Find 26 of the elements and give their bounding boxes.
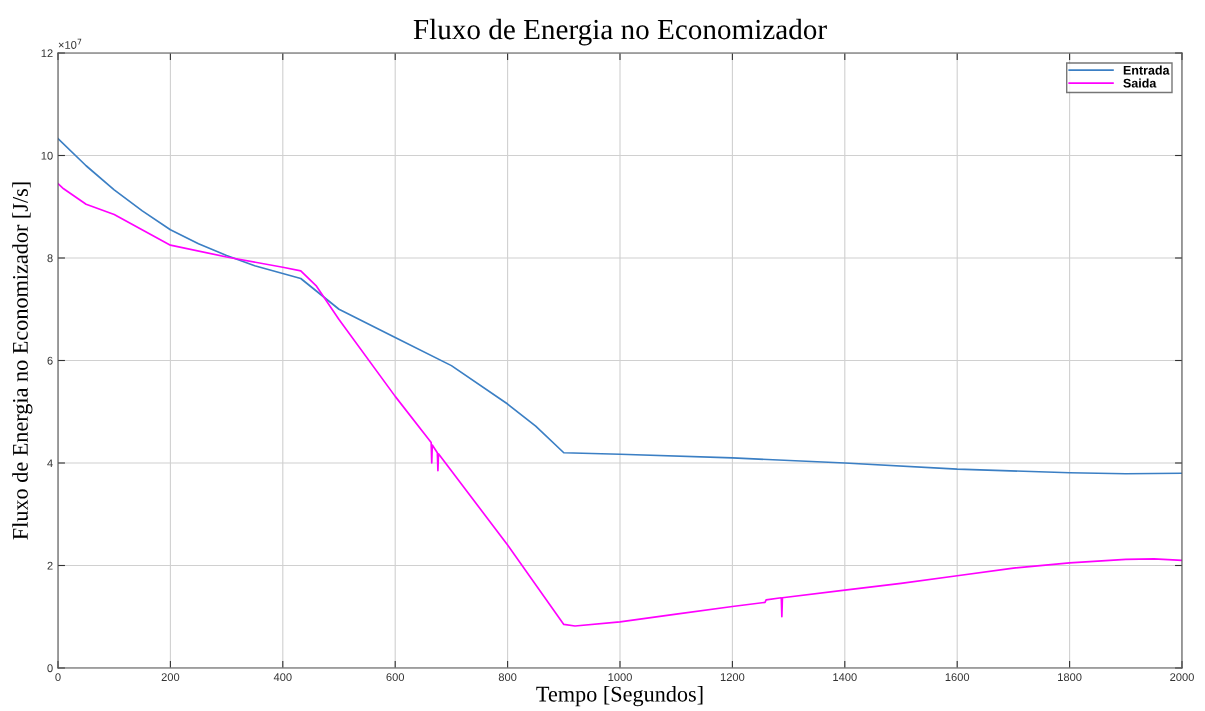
y-tick-label: 12 <box>41 49 53 58</box>
legend-label: Saida <box>1123 78 1157 88</box>
y-tick-label: 4 <box>47 459 53 468</box>
x-tick-label: 1400 <box>833 673 857 682</box>
y-tick-label: 0 <box>47 664 53 673</box>
text: ×10$^{7}$ <box>58 38 82 49</box>
y-tick-label: 2 <box>47 561 53 570</box>
x-tick-label: 2000 <box>1170 673 1194 682</box>
x-tick-label: 1000 <box>608 673 632 682</box>
x-tick-label: 1800 <box>1058 673 1082 682</box>
y-axis-title: Fluxo de Energia no Economizador [J/s] <box>12 182 33 540</box>
y-tick-label: 6 <box>47 356 53 365</box>
x-axis-title: Tempo [Segundos] <box>536 686 703 707</box>
x-tick-label: 1600 <box>945 673 970 682</box>
x-tick-label: 0 <box>55 673 61 682</box>
y-tick-label: 10 <box>41 151 53 160</box>
x-tick-label: 800 <box>498 673 517 682</box>
x-tick-label: 600 <box>386 673 405 682</box>
x-tick-label: 200 <box>161 673 180 682</box>
line-series <box>58 137 1182 475</box>
line-series <box>58 182 1182 627</box>
x-tick-label: 400 <box>273 673 292 682</box>
y-tick-label: 8 <box>47 254 53 263</box>
chart-title: Fluxo de Energia no Economizador <box>413 18 827 46</box>
legend-label: Entrada <box>1123 65 1170 75</box>
x-tick-label: 1200 <box>720 673 745 682</box>
